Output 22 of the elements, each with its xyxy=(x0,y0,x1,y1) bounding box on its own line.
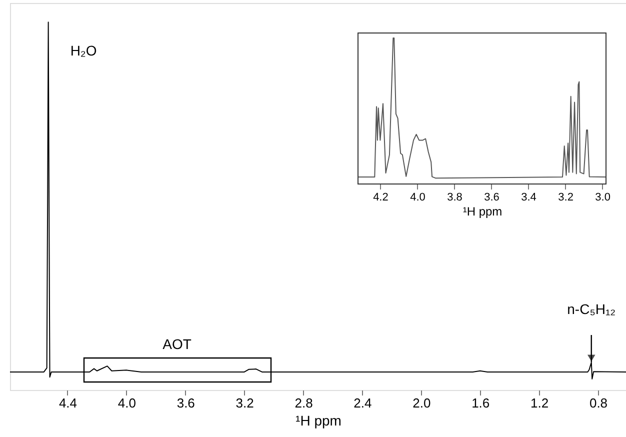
x-tick-label: 3.6 xyxy=(176,396,195,410)
x-tick-label: 3.8 xyxy=(447,192,462,204)
x-axis-title: ¹H ppm xyxy=(462,204,502,218)
x-tick-label: 2.0 xyxy=(412,396,431,410)
x-tick-label: 3.6 xyxy=(484,192,500,204)
x-tick-label: 3.4 xyxy=(521,192,536,204)
x-tick-label: 3.0 xyxy=(595,192,610,204)
annotation: n-C₅H₁₂ xyxy=(567,301,616,318)
x-tick-label: 4.0 xyxy=(410,192,426,204)
x-tick-label: 4.2 xyxy=(373,192,388,204)
x-tick-label: 3.2 xyxy=(236,396,254,410)
annotation: H₂O xyxy=(70,42,97,59)
x-tick-label: 1.6 xyxy=(472,396,490,410)
x-tick-label: 3.2 xyxy=(558,192,574,204)
x-tick-label: 4.4 xyxy=(58,396,78,410)
x-axis-title: ¹H ppm xyxy=(296,412,342,428)
x-tick-label: 1.2 xyxy=(530,396,549,410)
x-tick-label: 2.4 xyxy=(354,396,372,410)
annotation: AOT xyxy=(162,336,192,352)
x-tick-label: 0.8 xyxy=(589,396,608,410)
x-tick-label: 4.0 xyxy=(118,396,136,410)
x-tick-label: 2.8 xyxy=(294,396,313,410)
